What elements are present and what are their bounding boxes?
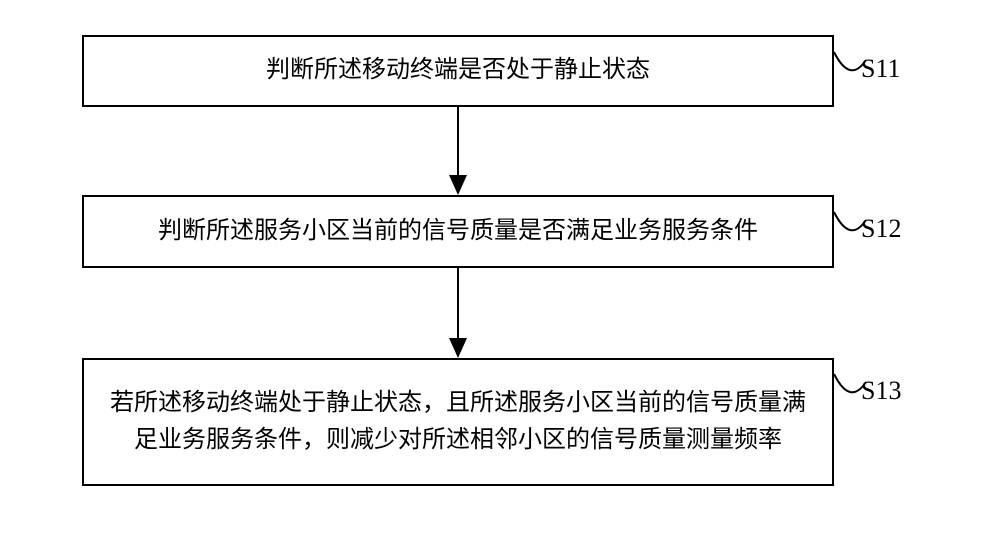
- flowchart-canvas: 判断所述移动终端是否处于静止状态 S11 判断所述服务小区当前的信号质量是否满足…: [0, 0, 1000, 540]
- flow-arrows: [0, 0, 1000, 540]
